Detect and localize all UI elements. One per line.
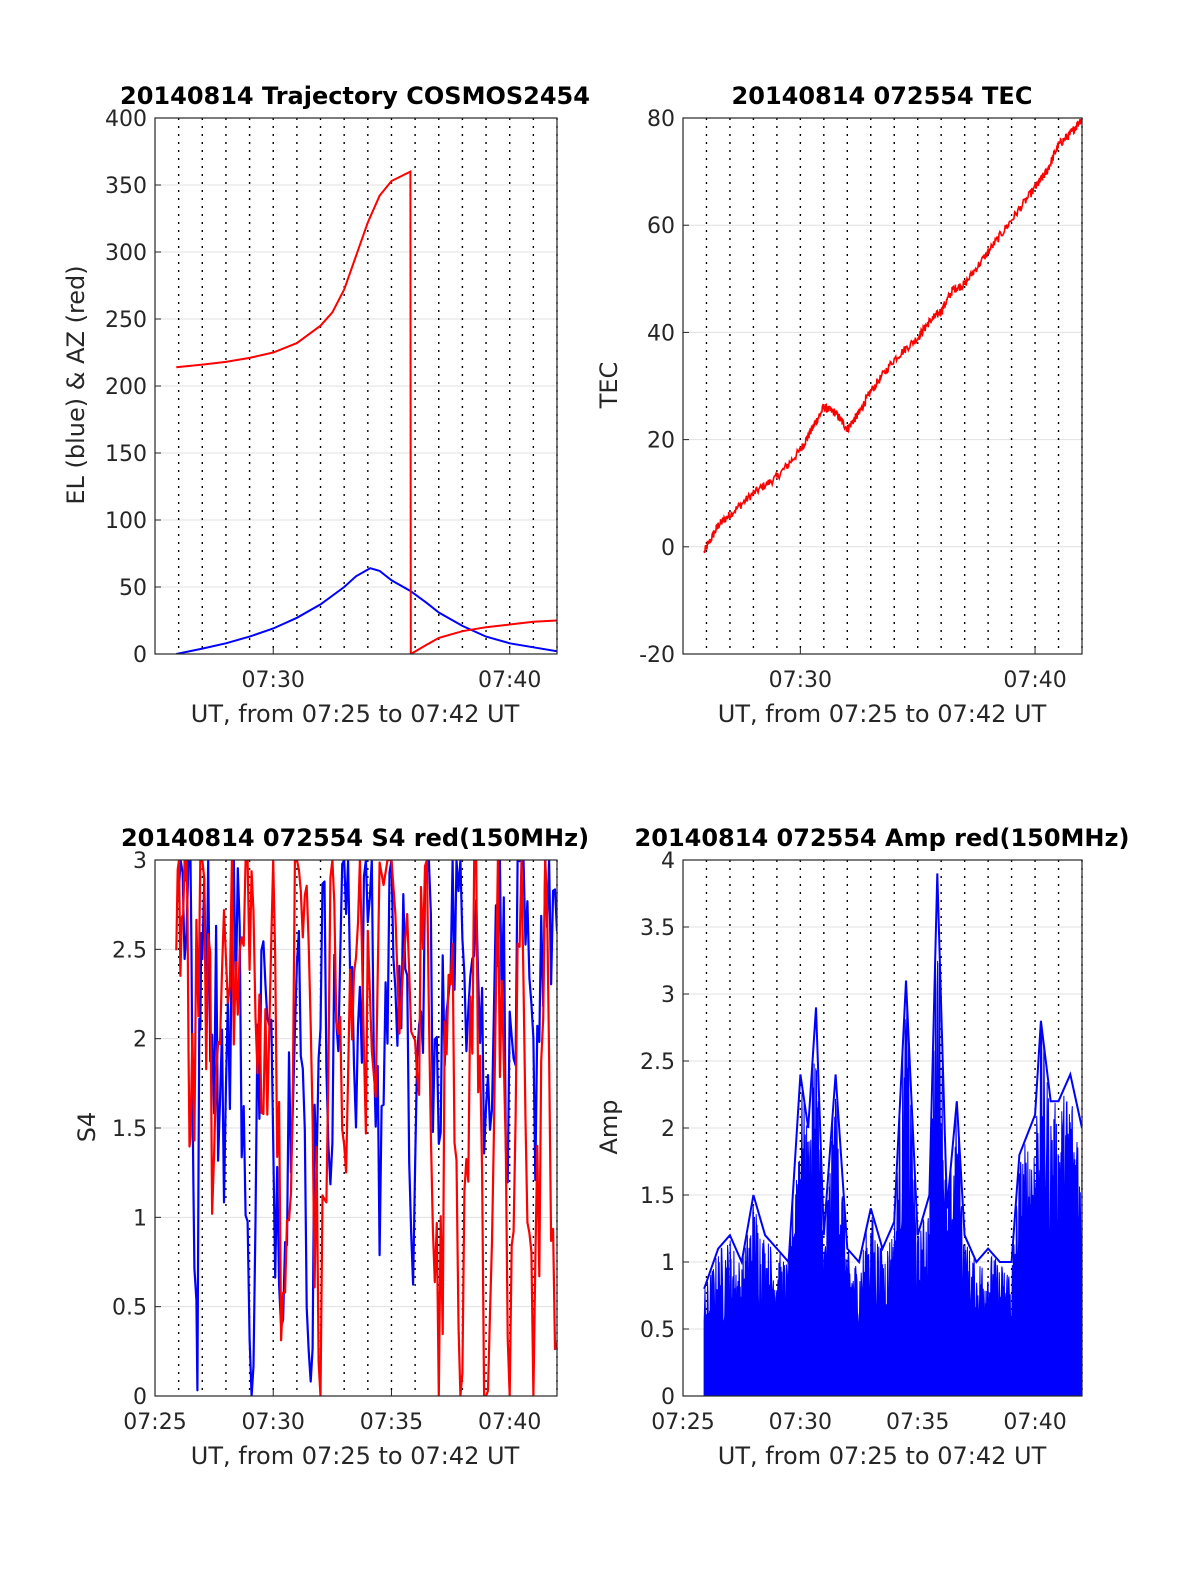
series-line-1 [176,169,557,654]
y-tick-label: 0.5 [640,1318,675,1343]
s4-title: 20140814 072554 S4 red(150MHz) [121,824,589,852]
y-tick-label: 400 [105,107,147,132]
y-tick-label: 3 [661,983,675,1008]
x-tick-label: 07:25 [651,1410,714,1435]
y-tick-label: 3 [133,849,147,874]
series-line-0 [176,567,557,654]
x-tick-label: 07:30 [769,1410,832,1435]
amp-fill [703,958,1082,1396]
y-tick-label: 1 [661,1251,675,1276]
amp-xlabel: UT, from 07:25 to 07:42 UT [718,1442,1047,1470]
amp-title: 20140814 072554 Amp red(150MHz) [635,824,1130,852]
s4-ylabel: S4 [73,1112,101,1143]
trajectory-title: 20140814 Trajectory COSMOS2454 [120,82,590,110]
series-group [703,873,1082,1396]
y-tick-label: 350 [105,174,147,199]
x-tick-label: 07:30 [242,1410,305,1435]
x-tick-label: 07:35 [886,1410,949,1435]
y-tick-label: 300 [105,241,147,266]
trajectory-panel: 20140814 Trajectory COSMOS2454 0 50 100 150… [62,82,590,728]
x-tick-label: 07:30 [769,668,832,693]
x-tick-label: 07:25 [123,1410,186,1435]
series-line-0 [703,118,1082,554]
tec-ylabel: TEC [595,362,623,410]
y-tick-label: 50 [119,576,147,601]
y-tick-label: 2.5 [640,1050,675,1075]
amp-envelope [703,873,1082,1290]
y-tick-label: 3.5 [640,916,675,941]
s4-panel: 20140814 072554 S4 red(150MHz) 0 0.5 1 1.5 2… [73,824,589,1470]
tec-title: 20140814 072554 TEC [732,82,1033,110]
axes-frame [154,117,558,655]
y-tick-label: 0.5 [112,1296,147,1321]
x-tick-label: 07:35 [360,1410,423,1435]
amp-ylabel: Amp [595,1099,623,1154]
y-tick-label: 60 [647,214,675,239]
trajectory-ylabel: EL (blue) & AZ (red) [62,265,90,504]
series-line-1 [175,860,557,1396]
y-tick-label: 20 [647,429,675,454]
y-tick-label: 150 [105,442,147,467]
amp-panel: 20140814 072554 Amp red(150MHz) 0 0.5 1 1.5… [595,824,1129,1470]
x-tick-label: 07:40 [1003,668,1066,693]
series-group [176,169,557,654]
y-tick-label: 1 [133,1206,147,1231]
y-tick-label: 80 [647,107,675,132]
y-tick-label: 2 [133,1028,147,1053]
s4-plot-area: 0 0.5 1 1.5 2 2.5 3 07:25 07:30 07:35 07:40 [112,849,558,1435]
x-tick-label: 07:40 [1003,1410,1066,1435]
s4-xlabel: UT, from 07:25 to 07:42 UT [191,1442,520,1470]
y-tick-label: 1.5 [640,1184,675,1209]
y-tick-label: 40 [647,321,675,346]
y-tick-label: 2 [661,1117,675,1142]
tec-plot-area: -20 0 20 40 60 80 07:30 07:40 [639,107,1083,693]
axes-frame [682,859,1083,1397]
series-group [175,860,557,1396]
y-tick-label: 1.5 [112,1117,147,1142]
y-tick-label: 250 [105,308,147,333]
x-tick-label: 07:40 [478,1410,541,1435]
series-group [703,118,1082,554]
x-tick-label: 07:40 [478,668,541,693]
y-tick-label: 2.5 [112,938,147,963]
y-tick-label: 0 [133,643,147,668]
axes-frame [154,859,558,1397]
tec-xlabel: UT, from 07:25 to 07:42 UT [718,700,1047,728]
axes-frame [682,117,1083,655]
amp-plot-area: 0 0.5 1 1.5 2 2.5 3 3.5 4 07:25 07:30 07:35 07:40 [640,849,1083,1435]
y-tick-label: 4 [661,849,675,874]
y-tick-label: -20 [639,643,675,668]
y-tick-label: 0 [661,1385,675,1410]
y-tick-label: 0 [133,1385,147,1410]
tec-panel: 20140814 072554 TEC -20 0 20 40 60 80 07:30 07:… [595,82,1083,728]
y-tick-label: 200 [105,375,147,400]
plot-background [683,118,1082,654]
y-tick-label: 100 [105,509,147,534]
trajectory-xlabel: UT, from 07:25 to 07:42 UT [191,700,520,728]
y-tick-label: 0 [661,536,675,561]
trajectory-plot-area: 0 50 100 150 200 250 300 350 400 07:30 07:40 [105,107,558,693]
x-tick-label: 07:30 [242,668,305,693]
